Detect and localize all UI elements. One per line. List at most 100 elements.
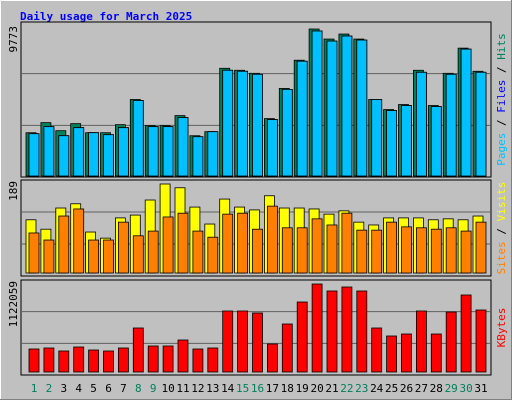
x-tick-label: 8 [135,382,142,395]
legend-separator: / [495,221,508,241]
bar [445,227,457,274]
bar [132,327,144,373]
bar [162,216,174,274]
x-tick-label: 11 [176,382,189,395]
bar [222,69,234,177]
bar [296,60,308,177]
bar [88,239,99,274]
x-tick-label: 5 [90,382,97,395]
bar [162,345,174,373]
bar [207,236,219,274]
legend-entry: Sites [495,241,508,274]
x-tick-label: 10 [161,382,174,395]
bar [58,350,70,373]
bar [88,132,99,177]
bar [281,227,293,274]
bar [147,230,159,274]
bar [103,134,114,177]
bar [386,110,398,177]
bar [207,347,219,373]
bar [252,312,263,373]
bar [341,35,353,177]
y-tick-label: 1122059 [7,281,20,327]
bar [281,89,293,177]
bar [118,221,129,274]
x-tick-label: 4 [75,382,82,395]
legend-separator: / [495,113,508,133]
bar [460,294,472,373]
x-tick-label: 18 [281,382,294,395]
bar [445,311,457,373]
bar [73,346,85,373]
bar [475,71,487,177]
legend-entry: KBytes [495,308,508,348]
x-tick-label: 9 [150,382,157,395]
bar [326,40,338,177]
bar [237,212,249,274]
bar [326,290,338,373]
bar [222,310,234,373]
bar [430,106,442,177]
bar [43,126,55,177]
bar [311,283,323,373]
legend-entry: Pages [495,133,508,166]
bar [326,224,338,274]
x-tick-label: 20 [310,382,323,395]
bar [73,208,85,274]
bar [401,105,412,177]
x-tick-label: 12 [191,382,204,395]
bar [401,226,412,274]
bar [252,228,263,274]
x-tick-label: 19 [296,382,309,395]
bar [341,286,353,373]
x-tick-label: 17 [266,382,279,395]
x-tick-label: 30 [459,382,472,395]
x-tick-label: 21 [325,382,338,395]
bar [415,310,427,373]
bar [43,239,55,274]
bar [132,100,144,177]
bar [118,347,129,373]
y-tick-label: 189 [7,181,20,201]
bar [296,227,308,274]
bar [103,239,114,274]
legend: KBytes [495,308,508,348]
legend-separator: / [495,60,508,80]
legend-entry: Visits [495,182,508,222]
x-tick-label: 24 [370,382,384,395]
bar [132,235,144,274]
bar [415,227,427,274]
bar [88,349,99,373]
x-tick-label: 13 [206,382,219,395]
x-tick-label: 14 [221,382,235,395]
chart-title: Daily usage for March 2025 [20,10,192,23]
bar [371,99,383,177]
bar [430,228,442,274]
bar [266,119,278,177]
bar [460,48,472,177]
bar [73,127,85,177]
bar [281,323,293,373]
x-tick-label: 26 [400,382,413,395]
bar [207,131,219,177]
legend: Sites / Visits [495,182,508,275]
bar [58,135,70,177]
bar [430,333,442,373]
bar [356,290,368,373]
bar [311,218,323,274]
bar [192,230,204,274]
bar [118,127,129,177]
bar [237,70,249,177]
bar [147,126,159,177]
bar [222,213,234,274]
bar [415,71,427,177]
x-tick-label: 7 [120,382,127,395]
bar [266,205,278,274]
bar [371,327,383,373]
legend-entry: Files [495,80,508,113]
bar [58,215,70,274]
x-tick-label: 2 [46,382,53,395]
bar [460,230,472,274]
bar [162,126,174,177]
bar [475,309,487,373]
